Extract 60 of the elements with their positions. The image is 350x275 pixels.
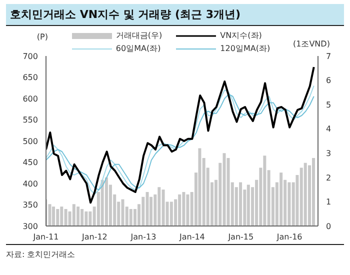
- y-tick-label: 650: [22, 73, 38, 82]
- legend-label: 60일MA(좌): [116, 43, 161, 54]
- y2-tick-label: 2: [326, 173, 332, 182]
- y2-tick-label: 4: [326, 124, 332, 134]
- bar: [246, 184, 250, 226]
- bar: [162, 190, 165, 226]
- y2-tick-label: 6: [326, 76, 332, 86]
- bar: [100, 180, 104, 226]
- bar: [76, 206, 80, 226]
- y-tick-label: 300: [22, 222, 38, 231]
- bar: [280, 172, 283, 226]
- text: 자료: 호치민거래소: [6, 249, 76, 260]
- y-tick-label: 500: [22, 136, 38, 146]
- y2-tick-label: 7: [326, 52, 332, 61]
- bar: [84, 211, 88, 226]
- x-tick-label: Jan-11: [32, 232, 59, 242]
- bar: [60, 206, 64, 226]
- x-tick-label: Jan-12: [80, 232, 108, 242]
- y-tick-label: 600: [22, 94, 38, 104]
- y-tick-label: 450: [22, 158, 38, 168]
- bar: [64, 209, 68, 226]
- y2-tick-label: 1: [326, 198, 332, 207]
- chart-title: 호치민거래소 VN지수 및 거래량 (최근 3개년): [6, 4, 344, 26]
- bar: [304, 162, 307, 226]
- y2-tick-label: 0: [326, 222, 332, 231]
- bar: [186, 194, 190, 226]
- y-tick-label: 700: [22, 52, 38, 61]
- bar: [56, 209, 60, 226]
- bar: [80, 209, 84, 226]
- legend-label: 거래대금(우): [116, 30, 162, 41]
- bar: [182, 192, 186, 226]
- y2-tick-label: 3: [326, 148, 332, 158]
- legend-label: 120일MA(좌): [220, 43, 270, 54]
- y-tick-label: 400: [22, 179, 38, 188]
- line-series: [46, 66, 315, 204]
- bar: [121, 199, 124, 226]
- bar: [312, 158, 315, 226]
- bar: [146, 192, 149, 226]
- bar: [158, 187, 161, 226]
- y2-tick-label: 5: [326, 100, 332, 110]
- x-tick-label: Jan-16: [276, 232, 302, 242]
- y-tick-label: 550: [22, 116, 38, 125]
- x-tick-label: Jan-14: [178, 232, 205, 242]
- y-axis-title: (P): [36, 32, 48, 42]
- x-tick-label: Jan-13: [130, 232, 156, 242]
- bar: [239, 182, 242, 226]
- bar: [72, 204, 76, 226]
- x-tick-label: Jan-15: [227, 232, 254, 242]
- bar: [170, 202, 173, 226]
- bar: [198, 148, 202, 226]
- bar: [263, 156, 266, 226]
- bar: [288, 182, 291, 226]
- legend-label: VN지수(좌): [220, 30, 262, 41]
- bar: [104, 177, 108, 226]
- bar: [222, 153, 226, 226]
- y2-axis-title: (1조VND): [293, 40, 330, 49]
- y-tick-label: 350: [22, 200, 38, 210]
- bar: [129, 209, 132, 226]
- bar: [178, 194, 182, 226]
- bar: [52, 206, 56, 226]
